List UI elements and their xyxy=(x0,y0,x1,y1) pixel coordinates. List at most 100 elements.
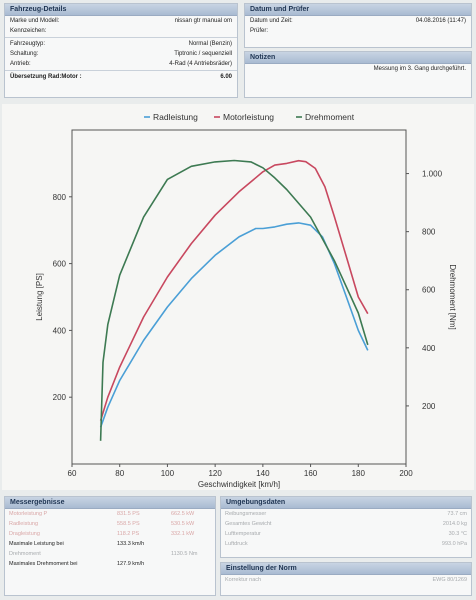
series-line-drehmoment xyxy=(99,159,369,441)
environment-label: Gesamtes Gewicht xyxy=(225,521,272,527)
date-value: 04.08.2016 (11:47) xyxy=(415,18,466,24)
dyno-chart: Radleistung Motorleistung Drehmoment 60 80 1… xyxy=(2,104,474,490)
results-panel: Messergebnisse Motorleistung P 831.5 PS 66… xyxy=(4,496,216,596)
environment-row: Lufttemperatur 30.3 °C xyxy=(221,529,471,539)
fuel-label: Fahrzeugtyp: xyxy=(10,41,46,47)
x-tick-label: 160 xyxy=(304,469,318,478)
y2-tick-label: 600 xyxy=(422,286,436,295)
environment-panel-title: Umgebungsdaten xyxy=(221,497,471,509)
divider xyxy=(5,70,237,71)
ratio-row: Übersetzung Rad:Motor : 6.00 xyxy=(5,72,237,82)
environment-value: 73.7 cm xyxy=(447,511,467,517)
result-value-2: 530.5 kW xyxy=(171,521,195,527)
environment-label: Reibungsmesser xyxy=(225,511,267,517)
plate-label: Kennzeichen: xyxy=(10,28,47,34)
chart-legend: Radleistung Motorleistung Drehmoment xyxy=(144,112,355,122)
environment-row: Gesamtes Gewicht 2014.0 kg xyxy=(221,519,471,529)
norm-label: Korrektur nach xyxy=(225,577,262,583)
date-panel-title: Datum und Prüfer xyxy=(245,4,471,16)
environment-panel: Umgebungsdaten Reibungsmesser 73.7 cm Gesa… xyxy=(220,496,472,558)
y2-tick-label: 1.000 xyxy=(422,170,443,179)
plot-frame xyxy=(71,129,407,465)
environment-value: 2014.0 kg xyxy=(442,521,467,527)
divider xyxy=(5,37,237,38)
environment-value: 993.0 hPa xyxy=(441,541,467,547)
y2-axis-label: Drehmoment [Nm] xyxy=(448,264,457,329)
gear-row: Schaltung: Tiptronic / sequenziell xyxy=(5,49,237,59)
results-panel-title: Messergebnisse xyxy=(5,497,215,509)
model-row: Marke und Modell: nissan gtr manual om xyxy=(5,16,237,26)
environment-label: Lufttemperatur xyxy=(225,531,261,537)
environment-value: 30.3 °C xyxy=(448,531,467,537)
ratio-label: Übersetzung Rad:Motor : xyxy=(10,74,82,80)
plot-area xyxy=(99,159,369,441)
result-label: Motorleistung P xyxy=(9,511,48,517)
legend-item: Radleistung xyxy=(153,112,198,122)
drive-value: 4-Rad (4 Antriebsräder) xyxy=(169,61,232,67)
result-value-1: 831.5 PS xyxy=(117,511,140,517)
date-label: Datum und Zeit: xyxy=(250,18,293,24)
legend-item: Drehmoment xyxy=(305,112,355,122)
x-tick-label: 60 xyxy=(68,469,77,478)
model-value: nissan gtr manual om xyxy=(174,18,232,24)
result-value-1: 558.5 PS xyxy=(117,521,140,527)
chart-background xyxy=(2,104,474,490)
result-value-2: 662.5 kW xyxy=(171,511,195,517)
norm-panel-title: Einstellung der Norm xyxy=(221,563,471,575)
results-row: Motorleistung P 831.5 PS 662.5 kW xyxy=(5,509,215,519)
model-label: Marke und Modell: xyxy=(10,18,60,24)
x-tick-label: 120 xyxy=(208,469,222,478)
result-label: Dragleistung xyxy=(9,531,40,537)
vehicle-details-panel: Fahrzeug-Details Marke und Modell: nissan… xyxy=(4,3,238,98)
result-label: Radleistung xyxy=(9,521,39,527)
results-row: Maximales Drehmoment bei 127.9 km/h xyxy=(5,559,215,569)
x-tick-label: 80 xyxy=(115,469,124,478)
plate-row: Kennzeichen: xyxy=(5,26,237,36)
y-tick-label: 400 xyxy=(53,326,67,335)
tester-label: Prüfer: xyxy=(250,28,269,34)
y2-tick-label: 800 xyxy=(422,228,436,237)
y2-tick-label: 400 xyxy=(422,344,436,353)
notes-panel-title: Notizen xyxy=(245,52,471,64)
environment-label: Luftdruck xyxy=(225,541,248,547)
environment-row: Luftdruck 993.0 hPa xyxy=(221,539,471,549)
date-panel: Datum und Prüfer Datum und Zeit: 04.08.20… xyxy=(244,3,472,48)
notes-panel: Notizen Messung im 3. Gang durchgeführt. xyxy=(244,51,472,98)
vehicle-details-title: Fahrzeug-Details xyxy=(5,4,237,16)
x-tick-label: 140 xyxy=(256,469,270,478)
series-line-radleistung xyxy=(99,222,369,428)
y-tick-label: 200 xyxy=(53,393,67,402)
x-tick-label: 180 xyxy=(352,469,366,478)
norm-panel: Einstellung der Norm Korrektur nach EWG … xyxy=(220,562,472,596)
norm-row: Korrektur nach EWG 80/1269 xyxy=(221,575,471,585)
tester-row: Prüfer: xyxy=(245,26,471,36)
results-row: Maximale Leistung bei 133.3 km/h xyxy=(5,539,215,549)
gear-value: Tiptronic / sequenziell xyxy=(174,51,232,57)
notes-text: Messung im 3. Gang durchgeführt. xyxy=(373,66,466,72)
result-value-1: 127.9 km/h xyxy=(117,561,145,567)
result-label: Maximale Leistung bei xyxy=(9,541,64,547)
fuel-row: Fahrzeugtyp: Normal (Benzin) xyxy=(5,39,237,49)
y-tick-label: 800 xyxy=(53,193,67,202)
results-list: Motorleistung P 831.5 PS 662.5 kW Radleistu… xyxy=(5,509,215,569)
environment-row: Reibungsmesser 73.7 cm xyxy=(221,509,471,519)
y-axis-label: Leistung [PS] xyxy=(35,273,44,321)
chart-axes: 60 80 100 120 140 160 180 200 200 400 600 800 200 400… xyxy=(35,129,457,489)
x-tick-label: 100 xyxy=(161,469,175,478)
result-value-1: 118.2 PS xyxy=(117,531,140,537)
result-label: Maximales Drehmoment bei xyxy=(9,561,78,567)
result-label: Drehmoment xyxy=(9,551,41,557)
y-tick-label: 600 xyxy=(53,260,67,269)
notes-row: Messung im 3. Gang durchgeführt. xyxy=(245,64,471,74)
results-row: Radleistung 558.5 PS 530.5 kW xyxy=(5,519,215,529)
x-tick-label: 200 xyxy=(399,469,413,478)
legend-item: Motorleistung xyxy=(223,112,274,122)
date-row: Datum und Zeit: 04.08.2016 (11:47) xyxy=(245,16,471,26)
x-axis-label: Geschwindigkeit [km/h] xyxy=(198,480,280,489)
result-value-2: 1130.5 Nm xyxy=(171,551,198,557)
result-value-1: 133.3 km/h xyxy=(117,541,145,547)
environment-list: Reibungsmesser 73.7 cm Gesamtes Gewicht 201… xyxy=(221,509,471,549)
y2-tick-label: 200 xyxy=(422,402,436,411)
norm-value: EWG 80/1269 xyxy=(432,577,467,583)
gear-label: Schaltung: xyxy=(10,51,39,57)
